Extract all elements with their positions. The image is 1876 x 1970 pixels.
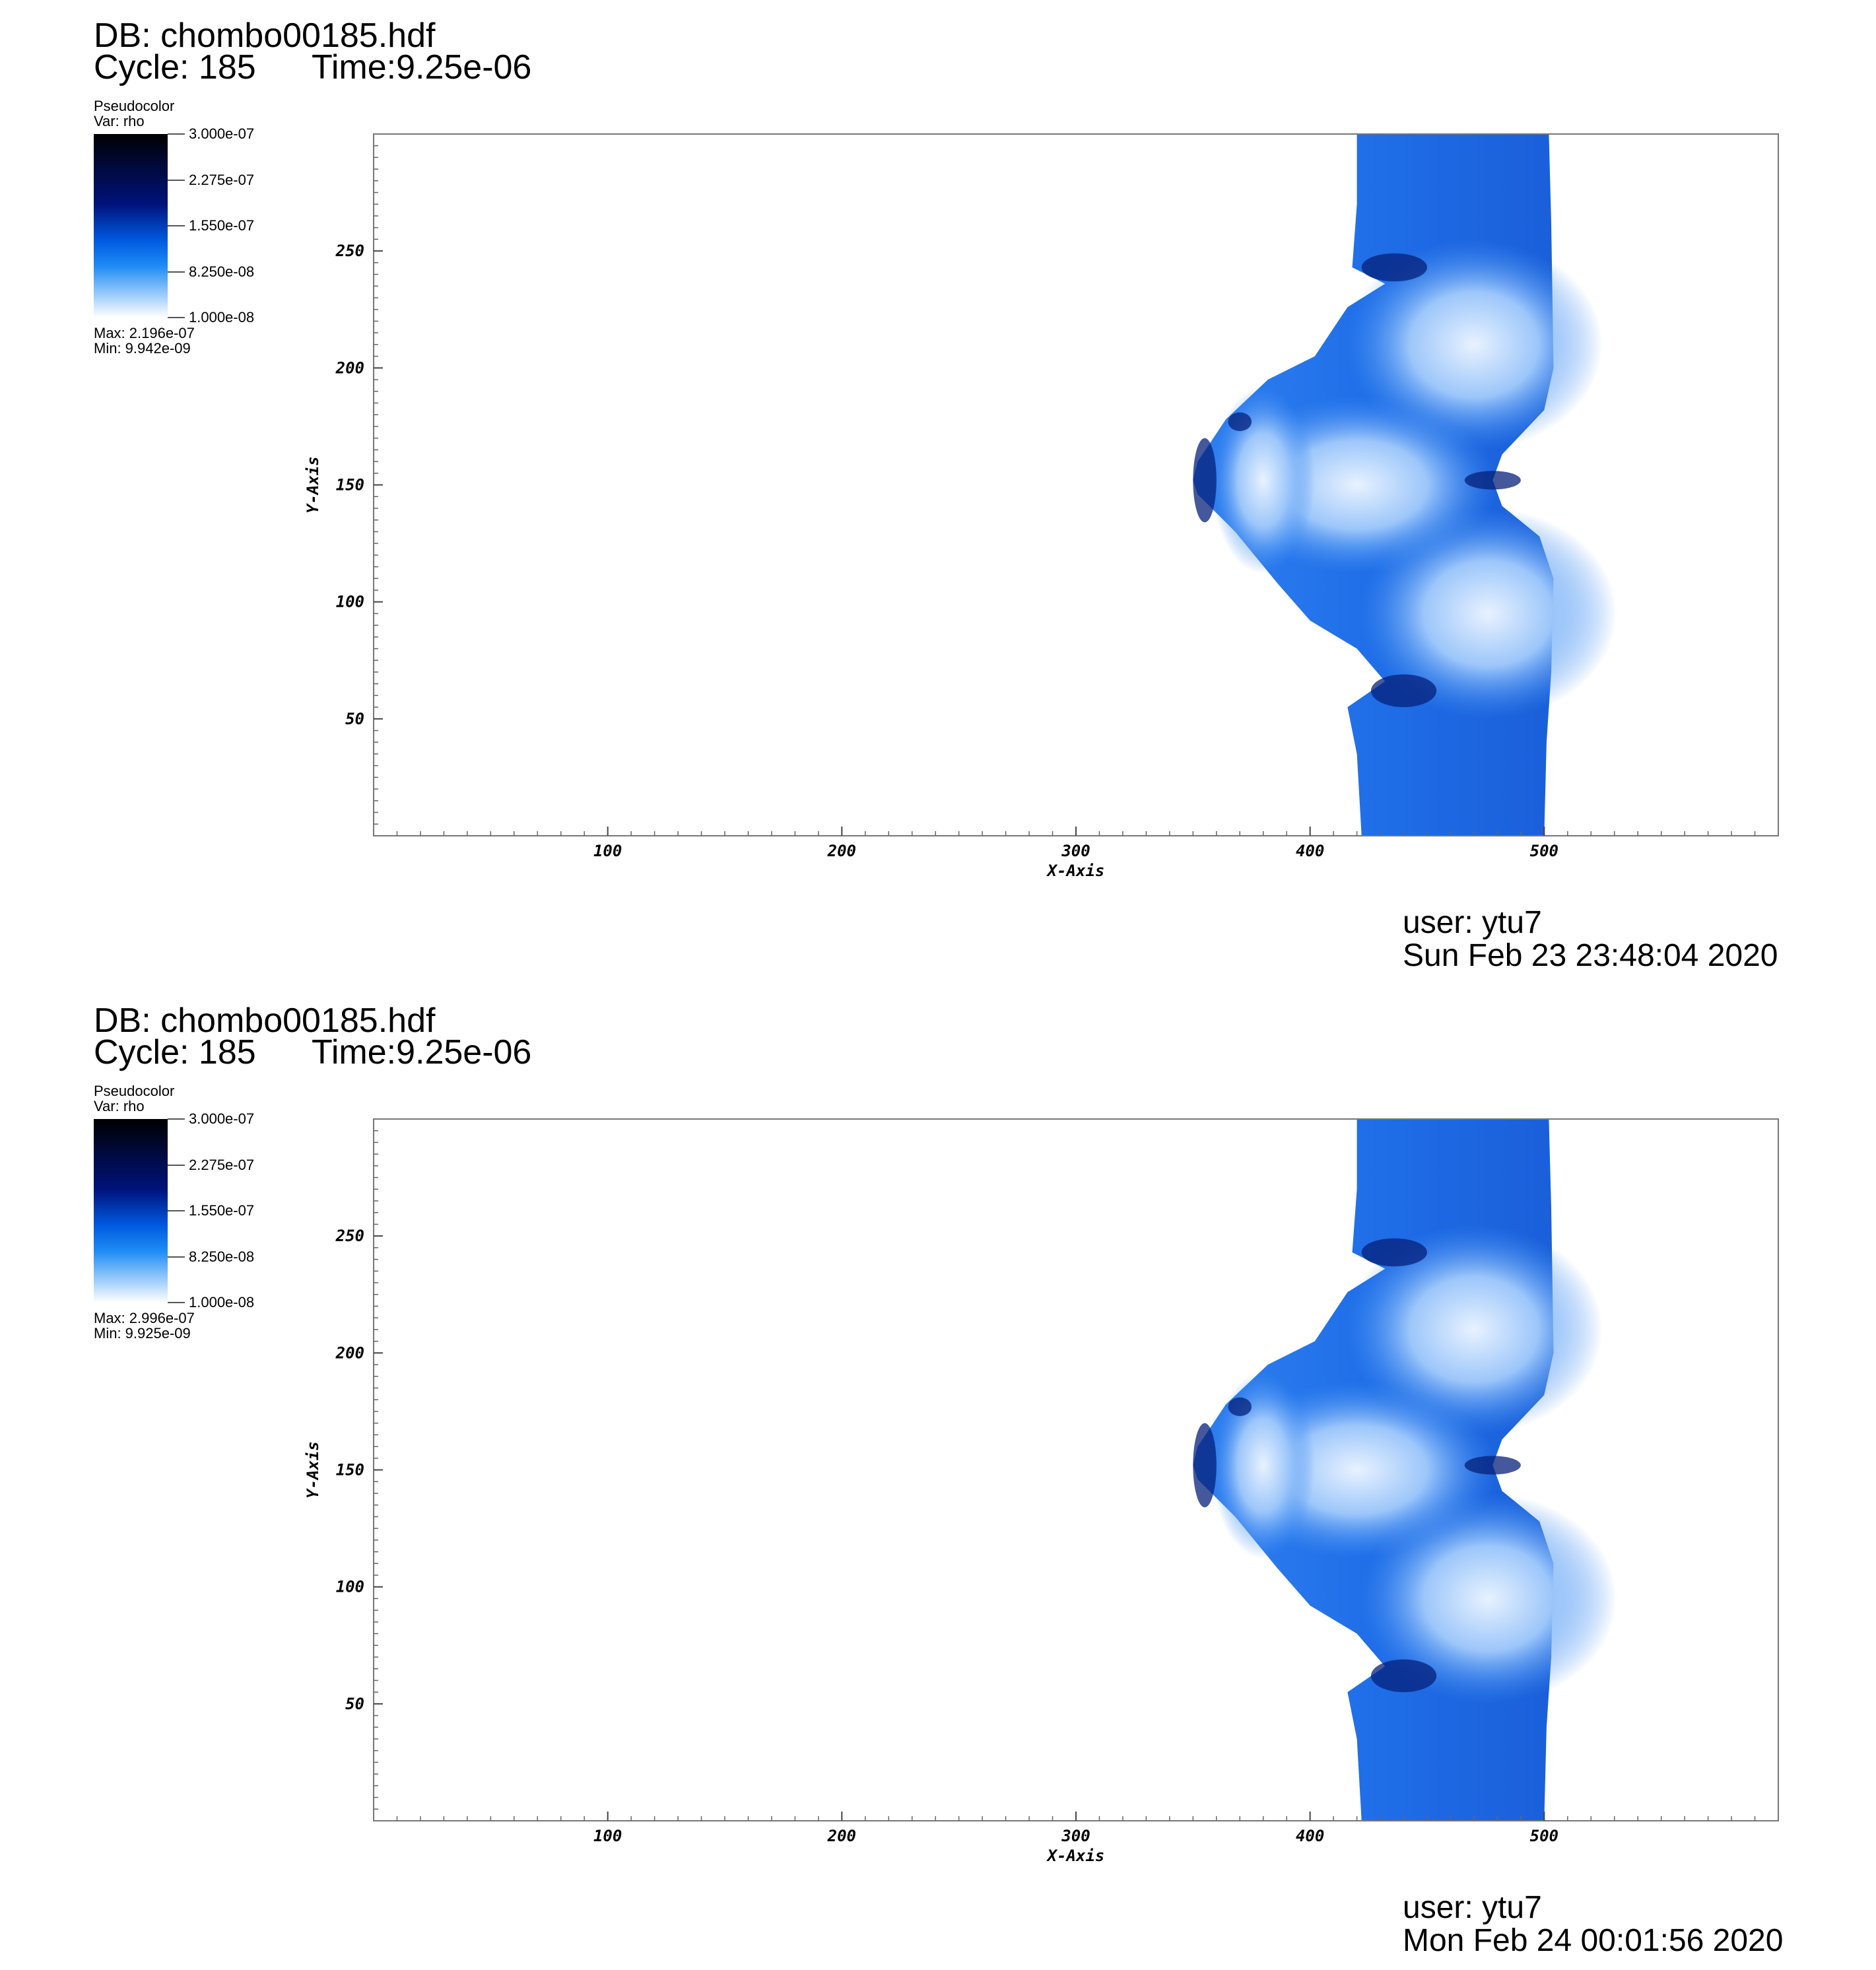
high-density-filament xyxy=(1228,412,1252,432)
colorbar-tick-label: 1.000e-08 xyxy=(189,1294,255,1310)
colorbar xyxy=(94,134,168,318)
y-tick-label: 250 xyxy=(335,242,364,260)
colorbar-tick xyxy=(168,317,185,318)
high-density-filament xyxy=(1370,1659,1437,1693)
user-label: user: ytu7 xyxy=(1403,905,1542,940)
x-tick-label: 500 xyxy=(1530,842,1558,860)
high-density-filament xyxy=(1228,1397,1252,1417)
legend-min: Min: 9.942e-09 xyxy=(94,340,191,357)
high-density-filament xyxy=(1370,674,1437,708)
y-tick-label: 250 xyxy=(335,1227,364,1245)
y-axis-title: Y-Axis xyxy=(304,1441,322,1499)
plot-frame xyxy=(373,133,1779,836)
high-density-filament xyxy=(1361,1238,1427,1267)
plot-panel-1: DB: chombo00185.hdf Cycle: 185 Time:9.25… xyxy=(94,17,1779,973)
user-label: user: ytu7 xyxy=(1403,1890,1542,1925)
x-tick-label: 100 xyxy=(593,1827,622,1845)
cycle-label: Cycle: 185 xyxy=(94,48,256,86)
legend-variable: Var: rho xyxy=(94,113,145,129)
colorbar-tick xyxy=(168,225,185,226)
time-label: Time:9.25e-06 xyxy=(312,48,532,86)
x-tick-label: 400 xyxy=(1296,842,1324,860)
colorbar-tick-label: 1.000e-08 xyxy=(189,309,255,325)
y-tick-label: 100 xyxy=(336,593,364,611)
x-tick-label: 300 xyxy=(1061,1827,1090,1845)
y-tick-label: 100 xyxy=(336,1578,364,1596)
density-field xyxy=(1193,1119,1617,1821)
colorbar-tick xyxy=(168,1164,185,1166)
low-density-region xyxy=(1211,1371,1315,1559)
high-density-filament xyxy=(1464,471,1521,490)
cycle-label: Cycle: 185 xyxy=(94,1033,256,1071)
date-label: Mon Feb 24 00:01:56 2020 xyxy=(1403,1923,1784,1958)
x-tick-label: 200 xyxy=(827,1827,856,1845)
database-label: DB: chombo00185.hdf xyxy=(94,1002,436,1040)
colorbar-tick-label: 8.250e-08 xyxy=(189,263,255,280)
database-label: DB: chombo00185.hdf xyxy=(94,17,436,55)
x-tick-label: 100 xyxy=(593,842,622,860)
date-label: Sun Feb 23 23:48:04 2020 xyxy=(1403,938,1778,973)
x-tick-label: 200 xyxy=(827,842,856,860)
colorbar-tick xyxy=(168,179,185,181)
x-tick-label: 400 xyxy=(1296,1827,1324,1845)
colorbar xyxy=(94,1119,168,1303)
colorbar-tick xyxy=(168,133,185,135)
legend-plot-type: Pseudocolor xyxy=(94,98,175,114)
plot-frame xyxy=(373,1118,1779,1821)
colorbar-tick xyxy=(168,1256,185,1258)
x-tick-label: 500 xyxy=(1530,1827,1558,1845)
high-density-filament xyxy=(1193,1423,1217,1508)
y-tick-label: 200 xyxy=(335,1343,364,1362)
colorbar-tick-label: 1.550e-07 xyxy=(189,1202,255,1219)
low-density-region xyxy=(1211,386,1315,574)
colorbar-tick xyxy=(168,1210,185,1211)
y-tick-label: 150 xyxy=(336,476,364,494)
density-field xyxy=(1193,134,1617,836)
colorbar-tick xyxy=(168,271,185,273)
pseudocolor-plot: 100 200 300 400 500 50 100 150 200 250 X-Axis Y-Axi… xyxy=(304,1118,1779,1865)
y-tick-label: 150 xyxy=(336,1461,364,1479)
colorbar-tick-label: 1.550e-07 xyxy=(189,217,255,234)
x-axis-title: X-Axis xyxy=(1046,862,1105,880)
y-axis-title: Y-Axis xyxy=(304,456,322,514)
legend-max: Max: 2.996e-07 xyxy=(94,1310,195,1326)
colorbar-tick-label: 3.000e-07 xyxy=(189,125,255,142)
pseudocolor-plot: 100 200 300 400 500 50 100 150 200 250 X-Axis Y-Axi… xyxy=(304,133,1779,880)
legend-min: Min: 9.925e-09 xyxy=(94,1325,191,1342)
y-tick-label: 200 xyxy=(335,358,364,377)
legend-max: Max: 2.196e-07 xyxy=(94,325,195,341)
colorbar-tick xyxy=(168,1302,185,1303)
colorbar-tick-label: 8.250e-08 xyxy=(189,1248,255,1265)
colorbar-tick-label: 3.000e-07 xyxy=(189,1110,255,1127)
time-label: Time:9.25e-06 xyxy=(312,1033,532,1071)
high-density-filament xyxy=(1361,253,1427,282)
y-tick-label: 50 xyxy=(345,1695,364,1713)
colorbar-tick-label: 2.275e-07 xyxy=(189,171,255,188)
legend-plot-type: Pseudocolor xyxy=(94,1083,175,1099)
colorbar-tick-label: 2.275e-07 xyxy=(189,1156,255,1173)
high-density-filament xyxy=(1464,1456,1521,1475)
x-axis-title: X-Axis xyxy=(1046,1847,1105,1865)
y-tick-label: 50 xyxy=(345,710,364,728)
x-tick-label: 300 xyxy=(1061,842,1090,860)
low-density-region xyxy=(1345,239,1603,450)
high-density-filament xyxy=(1193,438,1217,523)
legend-variable: Var: rho xyxy=(94,1098,145,1114)
plot-panel-2: DB: chombo00185.hdf Cycle: 185 Time:9.25… xyxy=(0,985,1876,1970)
low-density-region xyxy=(1345,1224,1603,1435)
colorbar-tick xyxy=(168,1118,185,1120)
